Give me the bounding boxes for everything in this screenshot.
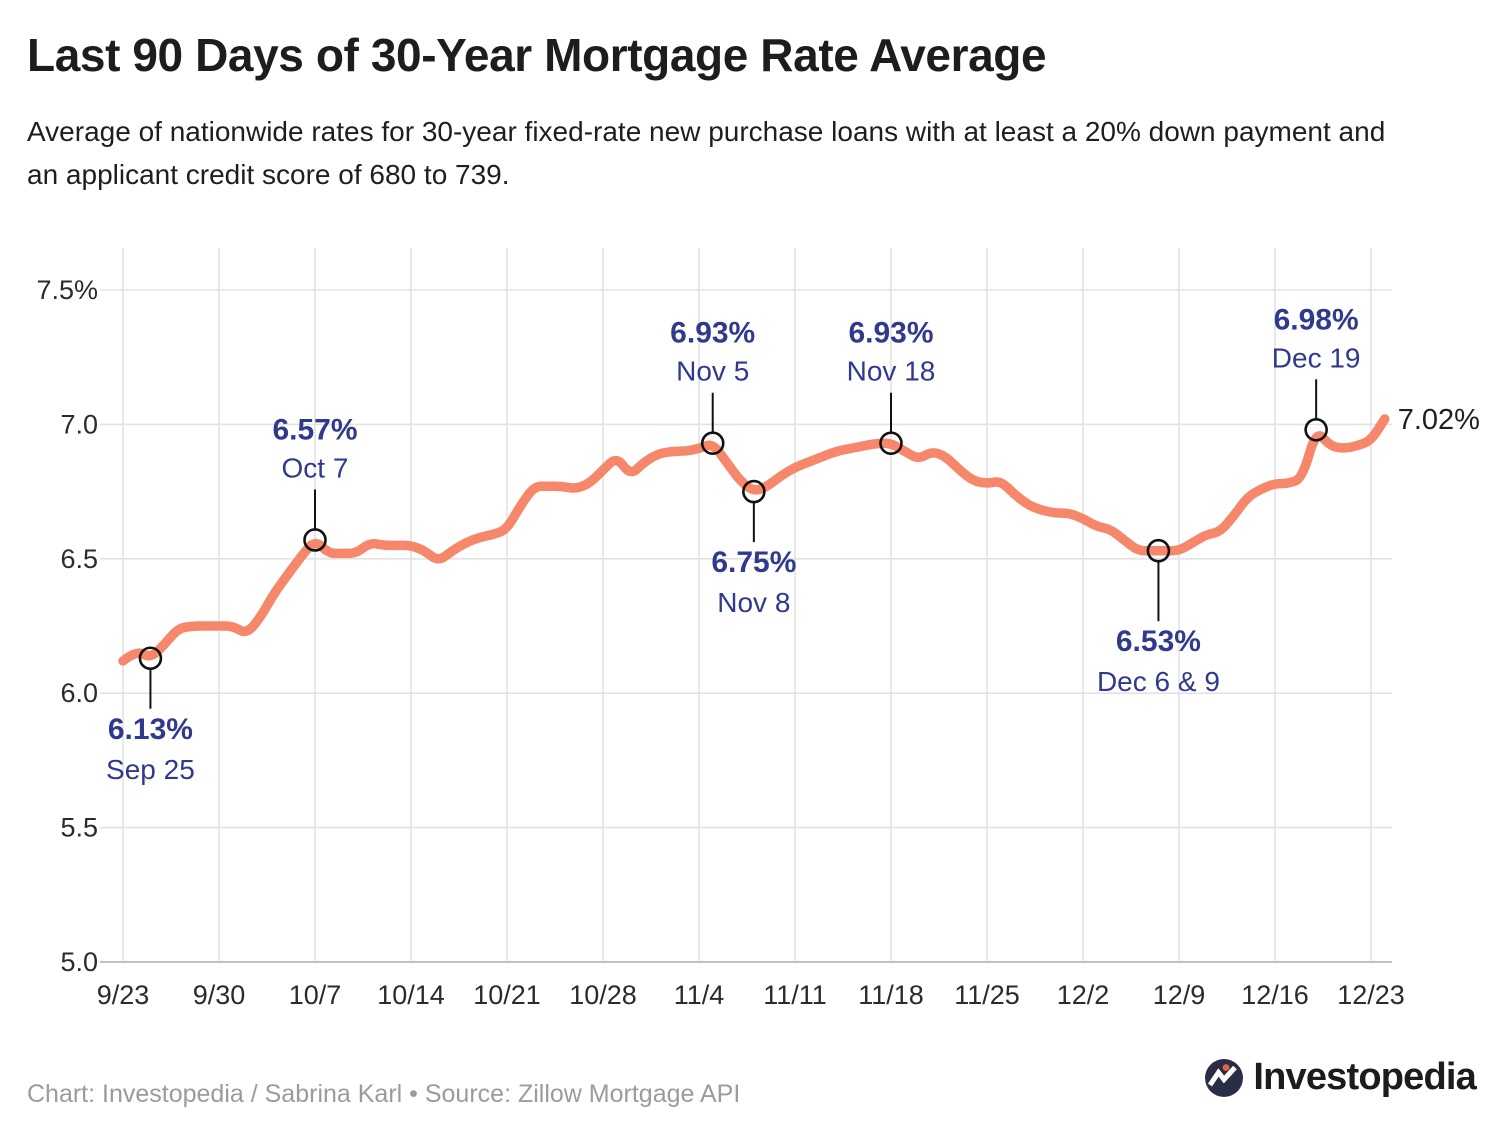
annotation-marker-dec-19 [1304,417,1328,442]
investopedia-logo: Investopedia [1204,1056,1477,1099]
annotation-marker-sep-25 [138,646,163,671]
x-tick-label: 9/30 [193,980,246,1010]
x-tick-label: 10/21 [473,980,541,1010]
annotation-date-nov-18: Nov 18 [847,356,936,387]
y-tick-label: 6.5 [60,544,98,574]
annotation-marker-nov-5 [700,431,725,456]
annotation-date-dec-19: Dec 19 [1272,342,1361,373]
annotation-marker-oct-7 [303,528,327,552]
annotation-value-oct-7: 6.57% [272,413,357,446]
rate-line [118,414,1390,666]
y-tick-label: 5.5 [60,813,98,843]
x-tick-label: 12/23 [1337,980,1405,1010]
y-tick-label: 7.5% [36,275,98,305]
y-tick-label: 5.0 [60,947,98,977]
chart-canvas: 5.0 5.5 6.0 6.5 7.0 7.5% 9/23 9/30 10/7 10/14 10/2… [36,248,1480,1010]
y-tick-label: 6.0 [60,678,98,708]
annotation-marker-nov-18 [879,431,903,456]
annotation-value-nov-8: 6.75% [711,546,796,579]
x-tick-label: 11/18 [858,980,924,1010]
annotation-marker-dec-6-9 [1146,538,1171,563]
latest-value-label: 7.02% [1398,404,1480,436]
annotation-value-nov-5: 6.93% [670,317,755,350]
x-tick-label: 12/2 [1057,980,1110,1010]
annotation-value-sep-25: 6.13% [108,713,193,746]
annotation-date-nov-8: Nov 8 [717,587,790,618]
x-tick-label: 10/7 [289,980,342,1010]
annotation-date-dec-6-9: Dec 6 & 9 [1097,666,1220,697]
x-tick-label: 11/4 [674,980,725,1010]
x-tick-label: 11/25 [954,980,1020,1010]
annotation-marker-nov-8 [742,479,766,504]
x-tick-label: 12/9 [1153,980,1206,1010]
investopedia-logo-icon [1205,1058,1244,1097]
investopedia-wordmark: Investopedia [1253,1056,1476,1098]
annotation-date-nov-5: Nov 5 [676,356,749,387]
annotation-date-sep-25: Sep 25 [106,754,195,785]
annotation-value-dec-19: 6.98% [1274,303,1359,336]
x-tick-label: 10/14 [377,980,445,1010]
x-tick-label: 10/28 [569,980,637,1010]
annotation-value-nov-18: 6.93% [848,317,933,350]
x-tick-label: 12/16 [1241,980,1309,1010]
credit-line: Chart: Investopedia / Sabrina Karl • Sou… [27,1080,741,1108]
x-tick-label: 11/11 [763,980,827,1010]
chart-subtitle: Average of nationwide rates for 30-year … [27,116,1386,191]
page-title: Last 90 Days of 30-Year Mortgage Rate Av… [27,29,1047,81]
y-tick-label: 7.0 [60,409,98,439]
annotation-value-dec-6-9: 6.53% [1116,625,1201,658]
x-tick-label: 9/23 [97,980,150,1010]
mortgage-rate-chart: 5.0 5.5 6.0 6.5 7.0 7.5% 9/23 9/30 10/7 10/14 10/2… [36,248,1480,1010]
annotation-date-oct-7: Oct 7 [282,452,349,483]
